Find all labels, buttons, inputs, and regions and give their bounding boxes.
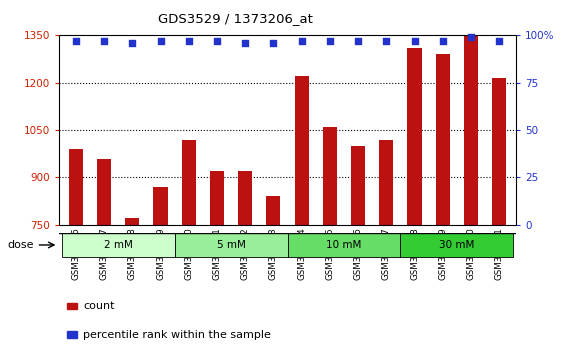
- Bar: [69, 149, 83, 354]
- Bar: [492, 78, 506, 354]
- Point: [325, 38, 334, 44]
- Point: [353, 38, 362, 44]
- Point: [410, 38, 419, 44]
- Bar: [97, 159, 111, 354]
- Text: 30 mM: 30 mM: [439, 240, 475, 250]
- FancyBboxPatch shape: [62, 233, 174, 257]
- Text: percentile rank within the sample: percentile rank within the sample: [83, 330, 271, 339]
- Point: [269, 40, 278, 46]
- FancyBboxPatch shape: [401, 233, 513, 257]
- Bar: [125, 218, 139, 354]
- Bar: [436, 54, 450, 354]
- Point: [467, 34, 476, 40]
- Point: [297, 38, 306, 44]
- Text: count: count: [83, 301, 114, 311]
- Bar: [210, 171, 224, 354]
- Bar: [154, 187, 168, 354]
- Bar: [464, 35, 478, 354]
- Bar: [351, 146, 365, 354]
- Point: [184, 38, 193, 44]
- Bar: [407, 48, 421, 354]
- Bar: [379, 139, 393, 354]
- Point: [213, 38, 222, 44]
- Bar: [295, 76, 309, 354]
- Bar: [266, 196, 280, 354]
- Bar: [182, 139, 196, 354]
- Text: 5 mM: 5 mM: [217, 240, 246, 250]
- FancyBboxPatch shape: [288, 233, 401, 257]
- Point: [438, 38, 447, 44]
- Point: [241, 40, 250, 46]
- Point: [382, 38, 391, 44]
- Point: [156, 38, 165, 44]
- Point: [99, 38, 108, 44]
- Point: [71, 38, 80, 44]
- Point: [128, 40, 137, 46]
- Text: 2 mM: 2 mM: [104, 240, 132, 250]
- Bar: [238, 171, 252, 354]
- Text: GDS3529 / 1373206_at: GDS3529 / 1373206_at: [158, 12, 313, 25]
- Text: dose: dose: [7, 240, 34, 250]
- FancyBboxPatch shape: [174, 233, 288, 257]
- Point: [495, 38, 504, 44]
- Text: 10 mM: 10 mM: [327, 240, 362, 250]
- Bar: [323, 127, 337, 354]
